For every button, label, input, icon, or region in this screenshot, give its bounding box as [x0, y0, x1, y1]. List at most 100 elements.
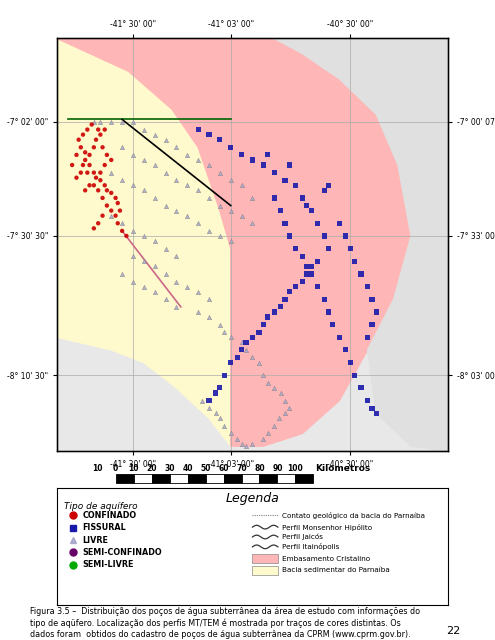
Point [107, 188, 115, 198]
Point [140, 155, 148, 165]
Point [111, 211, 119, 221]
Point [205, 312, 213, 322]
Point [368, 403, 376, 413]
Bar [224, 474, 242, 483]
Point [86, 160, 94, 170]
Bar [205, 474, 224, 483]
Bar [242, 474, 259, 483]
Point [242, 345, 250, 355]
Point [107, 155, 115, 165]
Point [114, 218, 122, 228]
Point [118, 117, 126, 127]
Point [183, 180, 191, 191]
Point [103, 200, 111, 211]
Point [97, 168, 104, 178]
Point [233, 433, 241, 444]
Text: 10: 10 [128, 464, 139, 473]
Text: 70: 70 [236, 464, 247, 473]
Point [270, 420, 278, 431]
Point [194, 185, 202, 195]
Point [227, 332, 235, 342]
Point [248, 353, 256, 363]
Point [72, 173, 80, 183]
Point [90, 223, 98, 234]
Point [281, 408, 289, 419]
Point [140, 124, 148, 134]
Point [122, 231, 130, 241]
Point [90, 142, 98, 152]
Text: 80: 80 [254, 464, 265, 473]
Point [281, 175, 289, 186]
Point [320, 231, 328, 241]
Point [242, 337, 250, 348]
Point [216, 200, 224, 211]
Point [205, 160, 213, 170]
Text: Embasamento Cristalino: Embasamento Cristalino [282, 556, 370, 561]
Point [183, 150, 191, 160]
Point [275, 413, 283, 424]
Point [194, 287, 202, 297]
Point [227, 175, 235, 186]
Text: FISSURAL: FISSURAL [82, 524, 126, 532]
Point [205, 193, 213, 203]
Point [77, 168, 85, 178]
Point [116, 205, 124, 216]
Point [298, 276, 306, 287]
Point [172, 276, 180, 287]
Point [118, 269, 126, 279]
Point [357, 383, 365, 393]
Bar [296, 474, 313, 483]
Point [368, 319, 376, 330]
Point [150, 236, 158, 246]
Text: 100: 100 [288, 464, 303, 473]
Text: tipo de aqüfero. Localização dos perfis MT/TEM é mostrada por traços de cores di: tipo de aqüfero. Localização dos perfis … [30, 618, 400, 628]
Text: 0: 0 [113, 464, 118, 473]
Point [346, 358, 354, 368]
Point [129, 251, 137, 261]
Point [92, 134, 100, 145]
Point [342, 345, 350, 355]
Point [118, 175, 126, 186]
Point [227, 205, 235, 216]
Point [270, 168, 278, 178]
Bar [252, 554, 278, 563]
Point [259, 319, 267, 330]
Point [238, 180, 246, 191]
Point [248, 193, 256, 203]
Point [107, 205, 115, 216]
Point [99, 211, 106, 221]
Point [270, 383, 278, 393]
Point [264, 312, 272, 322]
Point [281, 396, 289, 406]
Point [205, 226, 213, 236]
Point [216, 134, 224, 145]
Point [298, 251, 306, 261]
Point [79, 129, 87, 140]
Point [97, 175, 104, 186]
Point [205, 294, 213, 305]
Point [216, 319, 224, 330]
Point [114, 198, 122, 208]
Point [77, 142, 85, 152]
Point [111, 193, 119, 203]
Point [79, 160, 87, 170]
Point [83, 124, 91, 134]
Point [220, 327, 228, 337]
Text: dados foram  obtidos do cadastro de poços de água subterrânea da CPRM (www.cprm.: dados foram obtidos do cadastro de poços… [30, 630, 410, 639]
Point [129, 180, 137, 191]
Point [277, 388, 285, 398]
Point [303, 200, 311, 211]
Point [264, 378, 272, 388]
Point [194, 155, 202, 165]
Point [277, 205, 285, 216]
Point [118, 142, 126, 152]
Text: 50: 50 [200, 464, 211, 473]
Text: 10: 10 [93, 464, 103, 473]
Point [83, 168, 91, 178]
Point [238, 150, 246, 160]
Point [286, 160, 294, 170]
Point [129, 117, 137, 127]
Text: Figura 3.5 –  Distribuição dos poços de água subterrânea da área de estudo com i: Figura 3.5 – Distribuição dos poços de á… [30, 607, 420, 616]
Point [281, 218, 289, 228]
Point [216, 413, 224, 424]
